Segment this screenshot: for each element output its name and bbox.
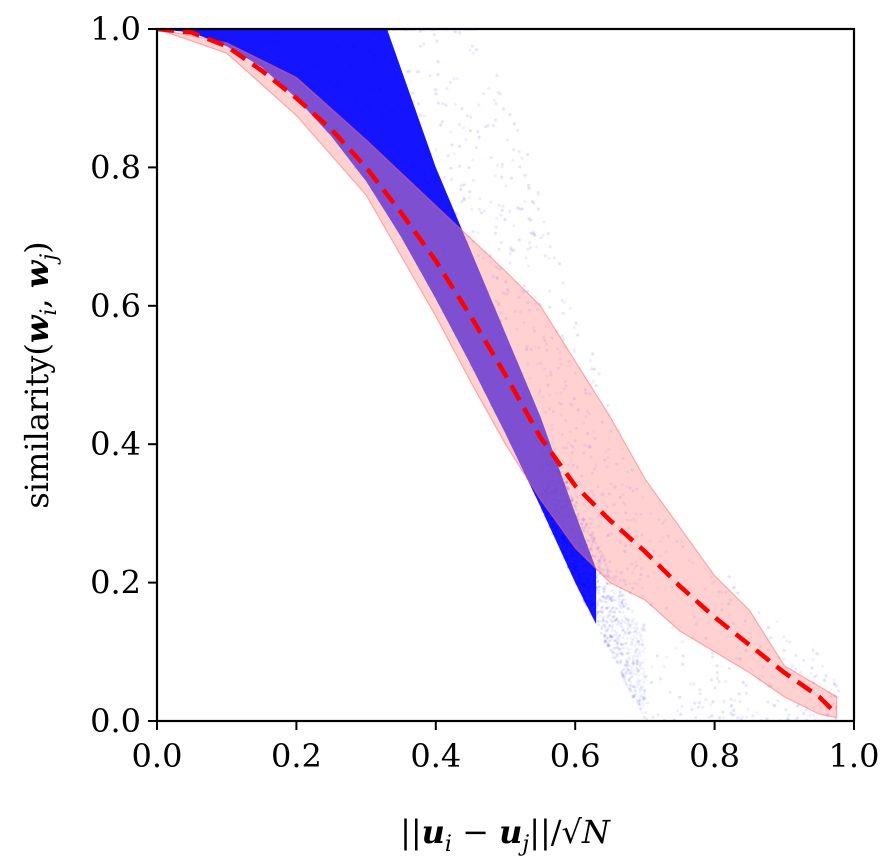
mean-line-layer [157, 29, 839, 716]
y-tick-label: 0.0 [90, 702, 141, 740]
scatter-points-tail [539, 430, 640, 704]
x-tick-label: 0.0 [132, 737, 183, 775]
x-tick-label: 1.0 [829, 737, 880, 775]
std-band-layer [157, 29, 838, 719]
y-tick-label: 0.4 [90, 425, 141, 463]
y-tick-label: 0.8 [90, 148, 141, 186]
y-axis-ticks: 0.0 0.2 0.4 0.6 0.8 1.0 [90, 10, 157, 740]
plot-frame [155, 27, 856, 723]
x-axis-ticks: 0.0 0.2 0.4 0.6 0.8 1.0 [132, 721, 880, 775]
x-tick-label: 0.6 [550, 737, 601, 775]
y-tick-label: 0.2 [90, 564, 141, 602]
std-band [157, 29, 838, 719]
x-tick-label: 0.4 [410, 737, 461, 775]
y-tick-label: 1.0 [90, 10, 141, 48]
y-axis-label: similarity(wi, wj) [18, 241, 62, 508]
x-tick-label: 0.8 [689, 737, 740, 775]
x-tick-label: 0.2 [271, 737, 322, 775]
scatter-dense-region [157, 29, 597, 625]
x-axis-label: ||ui − uj||/√N [400, 813, 611, 857]
y-tick-label: 0.6 [90, 287, 141, 325]
mean-line [157, 29, 839, 716]
